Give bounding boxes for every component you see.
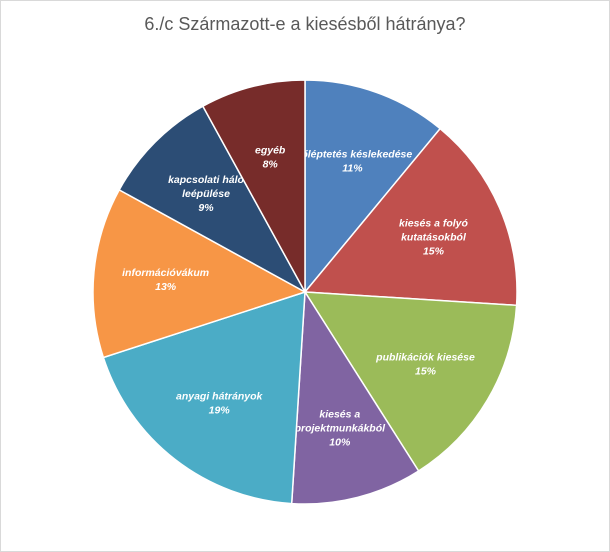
slice-category: kutatásokból (401, 231, 467, 243)
slice-percent: 11% (342, 162, 363, 174)
pie-slice (201, 79, 306, 293)
slice-category: projektmunkákból (294, 423, 387, 435)
slice-label: kiesés a projektmunkákból 10% (294, 409, 387, 449)
slice-percent: 15% (415, 365, 437, 377)
slice-category: kiesés a folyó (399, 217, 468, 229)
slice-category: kiesés a (319, 409, 360, 421)
slice-percent: 19% (209, 405, 231, 417)
slice-category: anyagi hátrányok (176, 391, 264, 403)
slice-percent: 8% (263, 158, 279, 170)
pie-slice (102, 290, 306, 505)
slice-category: kapcsolati háló (168, 174, 244, 186)
slice-category: előléptetés késlekedése (293, 148, 413, 160)
chart-title: 6./c Származott-e a kiesésből hátránya? (144, 14, 466, 34)
slice-percent: 13% (155, 281, 177, 293)
pie-slice (303, 127, 518, 307)
pie-slice (290, 289, 420, 505)
slice-percent: 9% (198, 202, 214, 214)
slice-category: egyéb (255, 144, 286, 156)
slice-label: kapcsolati háló leépülése 9% (168, 174, 244, 214)
slice-label: anyagi hátrányok 19% (176, 391, 264, 417)
pie-slice (303, 291, 518, 473)
pie-slice (92, 188, 307, 359)
slice-category: információvákum (122, 267, 209, 279)
pie-slice (304, 79, 442, 295)
slice-label: kiesés a folyó kutatásokból 15% (399, 217, 468, 257)
slice-label: publikációk kiesése 15% (375, 351, 475, 377)
slice-percent: 15% (423, 245, 445, 257)
slice-label: előléptetés késlekedése 11% (293, 148, 413, 174)
slice-percent: 10% (329, 437, 351, 449)
pie-slice (118, 105, 307, 294)
slice-label: információvákum 13% (122, 267, 209, 293)
slice-category: publikációk kiesése (375, 351, 475, 363)
slice-category: leépülése (182, 188, 230, 200)
slice-label: egyéb 8% (255, 144, 286, 170)
